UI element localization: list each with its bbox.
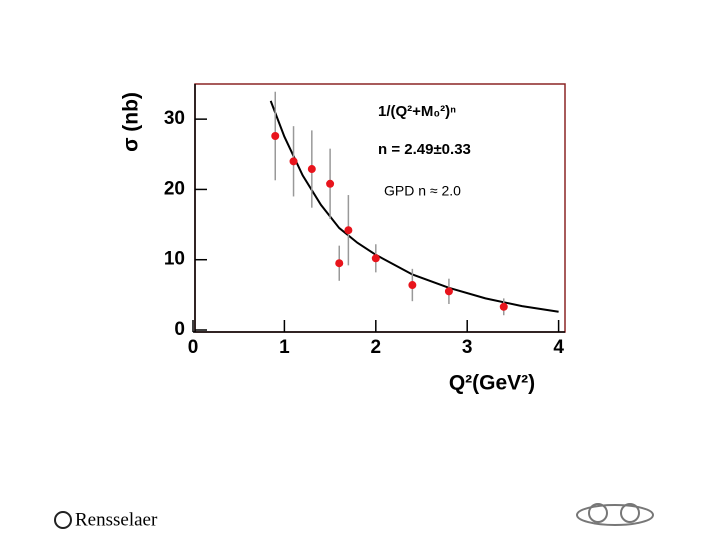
logo-swoosh bbox=[576, 504, 654, 526]
jlab-logo bbox=[576, 503, 654, 526]
x-tick-label: 4 bbox=[553, 337, 564, 358]
fit-curve bbox=[269, 100, 559, 313]
data-point bbox=[289, 157, 298, 166]
data-point bbox=[371, 254, 380, 263]
y-tick-label: 0 bbox=[174, 319, 185, 340]
x-tick-label: 1 bbox=[279, 337, 290, 358]
data-point bbox=[326, 179, 335, 188]
x-axis-label: Q²(GeV²) bbox=[449, 372, 535, 395]
gpd-note: GPD n ≈ 2.0 bbox=[384, 183, 461, 199]
y-tick-label: 30 bbox=[164, 108, 185, 129]
x-tick-label: 2 bbox=[371, 337, 382, 358]
logo-ring bbox=[620, 503, 640, 523]
data-point bbox=[344, 226, 353, 235]
data-point bbox=[499, 302, 508, 311]
formula: 1/(Q²+M₀²)ⁿ bbox=[378, 103, 456, 120]
y-tick-label: 20 bbox=[164, 178, 185, 199]
data-point bbox=[271, 132, 280, 141]
x-tick-label: 0 bbox=[188, 337, 199, 358]
x-tick-label: 3 bbox=[462, 337, 473, 358]
data-point bbox=[307, 165, 316, 174]
logo-ring bbox=[588, 503, 608, 523]
logo-text: Rensselaer bbox=[75, 509, 158, 530]
rensselaer-logo: Rensselaer bbox=[54, 509, 158, 530]
seal bbox=[54, 511, 72, 529]
data-point bbox=[335, 259, 344, 268]
y-axis-label: σ (nb) bbox=[120, 92, 143, 152]
fit-result: n = 2.49±0.33 bbox=[378, 141, 471, 158]
data-point bbox=[408, 281, 417, 290]
data-point bbox=[444, 287, 453, 296]
y-tick-label: 10 bbox=[164, 249, 185, 270]
